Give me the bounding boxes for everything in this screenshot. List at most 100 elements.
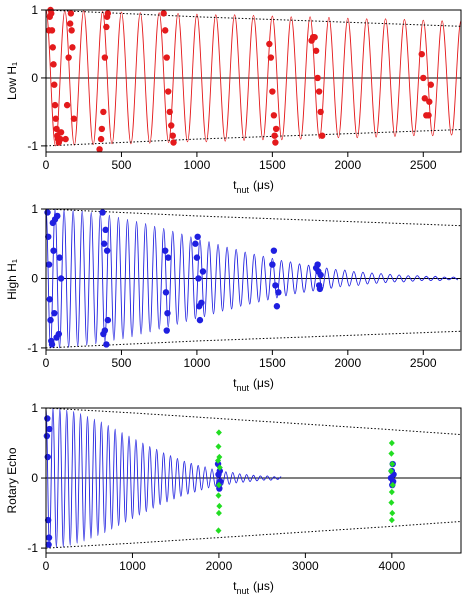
- plot-frame: [45, 9, 462, 153]
- x-label-subscript: nut: [236, 383, 249, 393]
- data-point: [272, 125, 280, 133]
- x-label-symbol: t: [233, 376, 237, 390]
- y-axis-label: Low H₁: [5, 62, 19, 100]
- x-tick-label: 2500: [410, 158, 437, 172]
- data-point: [165, 88, 172, 95]
- x-tick-label: 1000: [119, 559, 146, 573]
- x-tick-label: 1500: [259, 158, 286, 172]
- data-point: [170, 139, 177, 146]
- data-point: [104, 10, 112, 17]
- x-label-unit: (μs): [253, 579, 274, 593]
- data-point: [46, 296, 53, 303]
- data-point: [195, 275, 202, 282]
- y-tick-label: 1: [31, 202, 38, 216]
- data-point: [55, 330, 63, 338]
- data-point: [314, 261, 321, 268]
- data-point: [162, 289, 170, 296]
- data-point: [388, 439, 395, 447]
- data-point: [271, 132, 278, 139]
- data-point: [45, 534, 53, 541]
- data-point: [101, 54, 109, 61]
- plot-frame: [45, 208, 462, 351]
- data-point: [215, 509, 222, 517]
- y-tick-label: 0: [31, 271, 38, 285]
- data-point: [215, 443, 222, 450]
- data-point: [50, 61, 57, 68]
- data-point: [318, 132, 326, 139]
- data-point: [270, 247, 278, 254]
- data-point: [57, 135, 64, 143]
- plot-frame: [45, 407, 462, 554]
- panel: -1 0 1 0 1000 2000 3000 4000 Rotary Echo tnut (μs): [5, 401, 462, 596]
- data-point: [44, 415, 51, 422]
- data-point: [272, 139, 279, 146]
- data-point: [69, 44, 76, 51]
- data-point: [194, 233, 201, 240]
- data-point: [275, 289, 282, 296]
- data-point: [215, 492, 222, 499]
- data-point: [425, 112, 432, 119]
- data-point: [163, 327, 170, 334]
- data-point: [54, 212, 61, 220]
- data-point: [215, 481, 222, 489]
- data-point: [273, 303, 281, 310]
- envelope-line: [46, 129, 461, 147]
- x-tick-label: 1000: [184, 356, 211, 370]
- data-point: [45, 261, 53, 268]
- y-tick-label: -1: [27, 341, 38, 355]
- data-line: [46, 9, 461, 147]
- data-point: [103, 247, 111, 254]
- y-tick-label: -1: [27, 139, 38, 153]
- x-tick-label: 0: [43, 158, 50, 172]
- data-point: [63, 101, 71, 109]
- data-point: [68, 27, 75, 34]
- data-point: [96, 146, 103, 153]
- data-point: [100, 240, 108, 247]
- data-point: [56, 254, 63, 261]
- data-point: [50, 247, 57, 254]
- data-point: [46, 425, 53, 433]
- data-point: [65, 54, 72, 61]
- y-axis-label: High H₁: [5, 259, 19, 300]
- data-point: [57, 129, 65, 136]
- data-point: [62, 135, 69, 143]
- data-point: [51, 81, 58, 88]
- data-point: [43, 432, 51, 440]
- x-tick-label: 1000: [184, 158, 211, 172]
- data-point: [215, 457, 222, 464]
- data-point: [311, 33, 318, 41]
- data-point: [418, 50, 425, 58]
- data-point: [98, 125, 106, 133]
- data-point: [267, 54, 275, 61]
- data-point: [216, 502, 223, 510]
- data-point: [162, 247, 169, 254]
- y-tick-label: 0: [31, 471, 38, 485]
- x-label-symbol: t: [233, 178, 237, 192]
- data-point: [426, 98, 433, 105]
- y-tick-label: 0: [31, 71, 38, 85]
- data-point: [103, 341, 110, 348]
- data-point: [389, 481, 396, 489]
- data-line: [46, 208, 459, 349]
- data-point: [44, 209, 51, 216]
- data-point: [193, 254, 201, 261]
- x-tick-label: 3000: [292, 559, 319, 573]
- data-point: [164, 309, 171, 317]
- data-point: [427, 81, 435, 88]
- data-point: [53, 125, 60, 133]
- data-point: [99, 209, 106, 216]
- data-point: [270, 112, 278, 119]
- data-point: [44, 453, 51, 461]
- data-point: [269, 88, 276, 95]
- data-point: [314, 74, 321, 82]
- x-label-subscript: nut: [236, 586, 249, 596]
- data-point: [47, 316, 54, 324]
- x-label-unit: (μs): [253, 178, 274, 192]
- data-point: [166, 108, 173, 116]
- envelope-line: [46, 520, 461, 549]
- data-point: [169, 132, 176, 139]
- data-point: [97, 135, 105, 143]
- envelope-line: [46, 407, 461, 436]
- data-point: [168, 122, 175, 129]
- data-point: [216, 464, 223, 471]
